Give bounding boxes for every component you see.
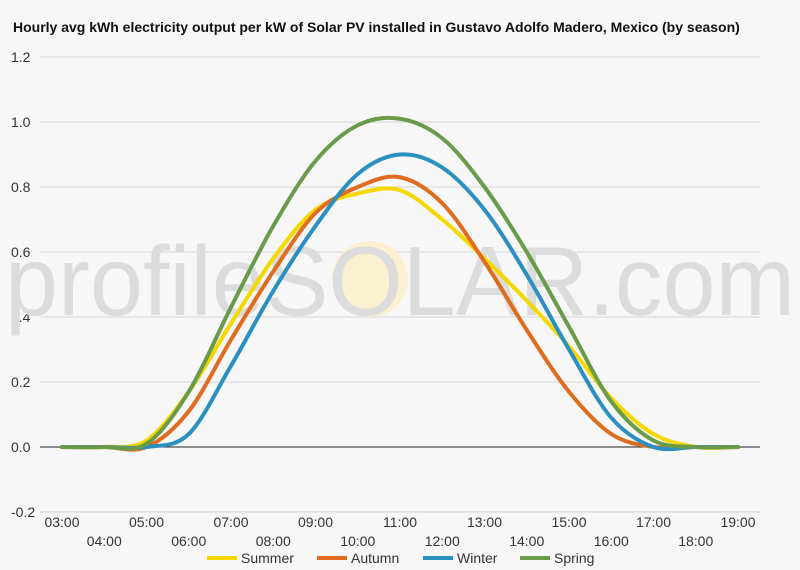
x-tick-label: 13:00 <box>467 514 502 530</box>
y-tick-label: 0.8 <box>11 179 31 195</box>
watermark-text: profileSOLAR.com <box>5 226 795 336</box>
x-tick-label: 19:00 <box>720 514 755 530</box>
series-line-winter <box>60 152 740 452</box>
y-tick-label: 0.4 <box>11 309 31 325</box>
legend-label-autumn: Autumn <box>351 550 399 566</box>
y-tick-label: 1.2 <box>11 49 31 65</box>
y-tick-label: 0.2 <box>11 374 31 390</box>
x-tick-label: 06:00 <box>171 533 206 549</box>
x-tick-label: 09:00 <box>298 514 333 530</box>
x-tick-label: 08:00 <box>256 533 291 549</box>
y-tick-label: 0.6 <box>11 244 31 260</box>
watermark-sun <box>332 241 408 317</box>
x-tick-label: 18:00 <box>678 533 713 549</box>
x-tick-label: 11:00 <box>383 514 417 530</box>
legend-label-winter: Winter <box>457 550 498 566</box>
series-line-spring <box>60 115 740 451</box>
x-tick-label: 04:00 <box>87 533 122 549</box>
x-tick-label: 07:00 <box>213 514 248 530</box>
y-tick-label: 1.0 <box>11 114 31 130</box>
y-tick-label: -0.2 <box>11 504 35 520</box>
legend-label-summer: Summer <box>241 550 294 566</box>
x-tick-label: 10:00 <box>340 533 375 549</box>
x-tick-label: 16:00 <box>594 533 629 549</box>
x-tick-label: 12:00 <box>425 533 460 549</box>
x-tick-label: 05:00 <box>129 514 164 530</box>
y-tick-label: 0.0 <box>11 439 31 455</box>
chart-title: Hourly avg kWh electricity output per kW… <box>13 19 740 35</box>
series-line-autumn <box>60 174 740 452</box>
x-tick-label: 17:00 <box>636 514 671 530</box>
x-tick-label: 03:00 <box>44 514 79 530</box>
legend-label-spring: Spring <box>554 550 594 566</box>
x-tick-label: 15:00 <box>551 514 586 530</box>
x-tick-label: 14:00 <box>509 533 544 549</box>
